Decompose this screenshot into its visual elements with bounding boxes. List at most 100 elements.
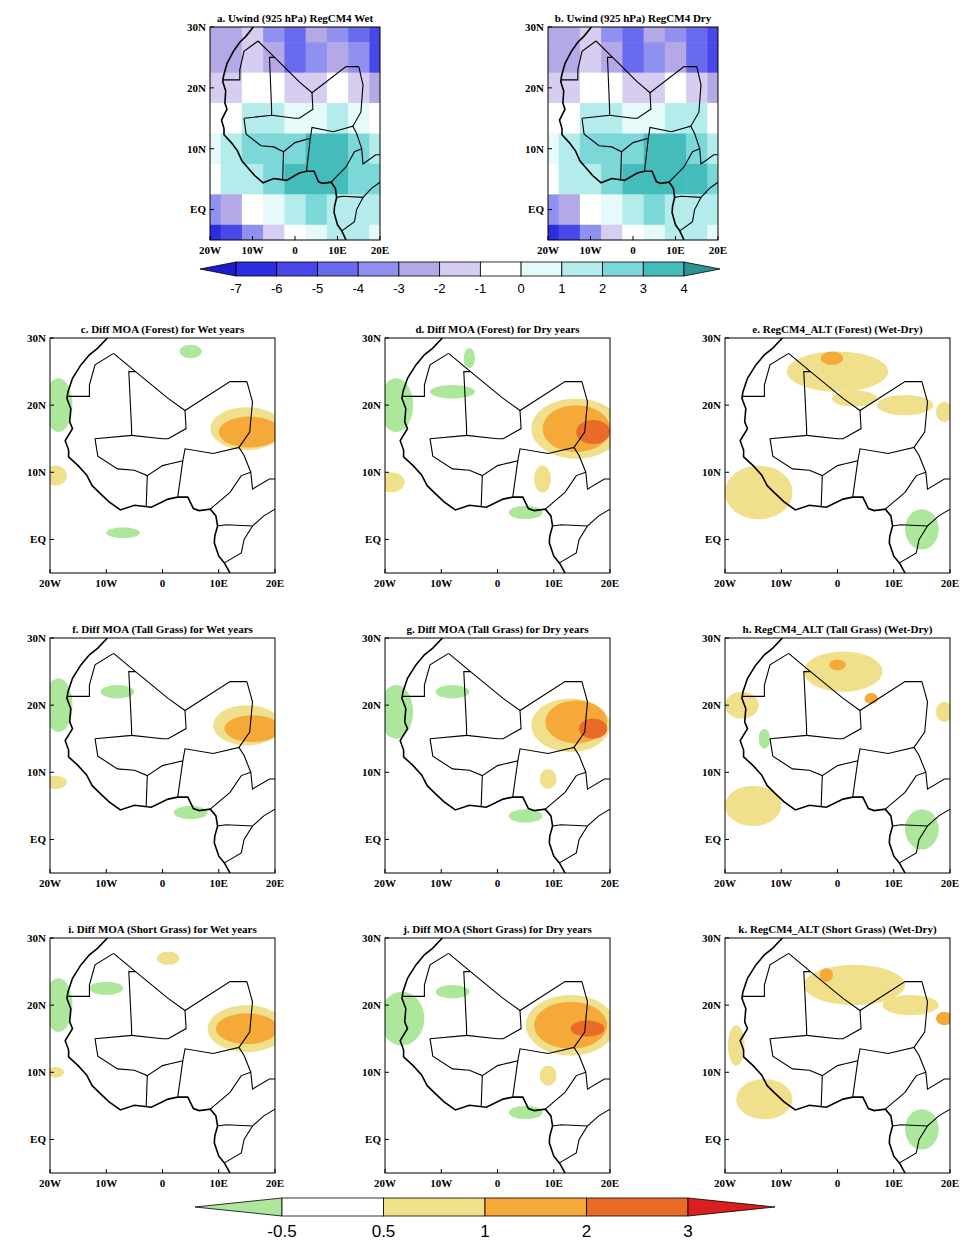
- colorbar-label: 4: [680, 281, 687, 296]
- border: [430, 739, 586, 776]
- border: [218, 809, 275, 826]
- y-tick: [385, 472, 389, 473]
- difference-region: [179, 345, 202, 358]
- wind-cell: [242, 194, 264, 225]
- x-tick-label: 0: [495, 577, 501, 589]
- border: [885, 472, 950, 509]
- difference-region: [571, 1021, 605, 1037]
- colorbar: -7-6-5-4-3-2-101234: [200, 262, 720, 296]
- frame: [385, 338, 610, 573]
- border: [893, 1109, 950, 1126]
- wind-cell: [686, 134, 708, 165]
- y-tick-label: 20N: [525, 82, 544, 94]
- wind-cell: [601, 225, 623, 240]
- x-tick-label: 0: [160, 577, 166, 589]
- difference-region: [430, 385, 475, 398]
- border: [307, 138, 311, 171]
- border: [210, 1072, 275, 1109]
- wind-cell: [707, 73, 718, 104]
- wind-cell: [580, 225, 602, 240]
- coastline: [560, 27, 686, 240]
- wind-cell: [369, 27, 380, 43]
- border: [331, 149, 380, 183]
- border: [244, 57, 275, 118]
- colorbar-label: 0: [517, 281, 524, 296]
- wind-cell: [622, 42, 644, 73]
- y-tick: [50, 938, 54, 939]
- border: [430, 372, 471, 439]
- coastline: [222, 27, 348, 240]
- wind-cell: [327, 42, 349, 73]
- x-tick-label: 0: [495, 1177, 501, 1189]
- x-tick-label: 10W: [242, 244, 264, 256]
- y-tick: [725, 938, 729, 939]
- y-tick: [50, 839, 54, 840]
- border: [258, 41, 359, 93]
- difference-region: [540, 1066, 557, 1086]
- y-tick: [385, 638, 389, 639]
- wind-cell: [210, 134, 221, 165]
- border: [224, 826, 252, 863]
- x-tick-label: 0: [160, 877, 166, 889]
- frame: [385, 638, 610, 873]
- y-tick-label: 30N: [362, 932, 381, 944]
- wind-cell: [242, 134, 264, 165]
- y-tick-label: 20N: [187, 82, 206, 94]
- wind-cell: [348, 103, 370, 134]
- y-tick: [210, 27, 214, 28]
- border: [899, 826, 927, 863]
- difference-region: [905, 809, 939, 849]
- difference-region: [936, 702, 950, 722]
- border: [770, 672, 811, 739]
- field: [50, 338, 275, 573]
- x-tick: [337, 236, 338, 240]
- wind-cell: [707, 27, 718, 43]
- colorbar-label: 1: [558, 281, 565, 296]
- difference-region: [936, 1012, 950, 1025]
- x-tick-label: 20E: [371, 244, 389, 256]
- y-tick: [548, 27, 552, 28]
- border: [132, 1011, 187, 1039]
- panel-title: a. Uwind (925 hPa) RegCM4 Wet: [217, 12, 374, 25]
- border: [853, 1061, 858, 1097]
- map-panel: 20W10W010E20EEQ10N20N30Nj. Diff MOA (Sho…: [362, 923, 619, 1189]
- difference-region: [725, 466, 793, 520]
- x-tick-label: 10E: [210, 577, 228, 589]
- wind-cell: [306, 194, 328, 225]
- difference-region: [820, 968, 834, 981]
- plot-background: [548, 27, 718, 240]
- wind-cell: [242, 27, 264, 43]
- border: [821, 476, 822, 506]
- colorbar-bin: [587, 1198, 689, 1216]
- x-tick-label: 20E: [266, 877, 284, 889]
- wind-cell: [548, 42, 559, 73]
- border: [272, 93, 313, 119]
- wind-cell: [221, 194, 243, 225]
- field: [385, 338, 610, 573]
- difference-region: [821, 351, 844, 364]
- colorbar-label: -5: [312, 281, 324, 296]
- border: [218, 509, 275, 526]
- x-tick: [295, 236, 296, 240]
- border: [899, 526, 927, 563]
- border: [430, 439, 586, 476]
- wind-cell: [210, 27, 221, 43]
- y-tick-label: 10N: [702, 466, 721, 478]
- border: [742, 953, 789, 996]
- frame: [50, 638, 275, 873]
- wind-cell: [707, 194, 718, 225]
- x-tick: [441, 569, 442, 573]
- x-tick: [893, 569, 894, 573]
- border: [467, 411, 521, 439]
- border: [545, 1072, 610, 1109]
- difference-region: [759, 729, 770, 749]
- border: [553, 509, 610, 526]
- wind-cell: [263, 225, 285, 240]
- colorbar-bin: [485, 1198, 587, 1216]
- wind-cell: [644, 225, 666, 240]
- colorbar-bin: [277, 262, 318, 276]
- x-tick-label: 20W: [39, 877, 61, 889]
- wind-cell: [601, 103, 623, 134]
- colorbar-label: -3: [393, 281, 405, 296]
- y-tick-label: 30N: [702, 332, 721, 344]
